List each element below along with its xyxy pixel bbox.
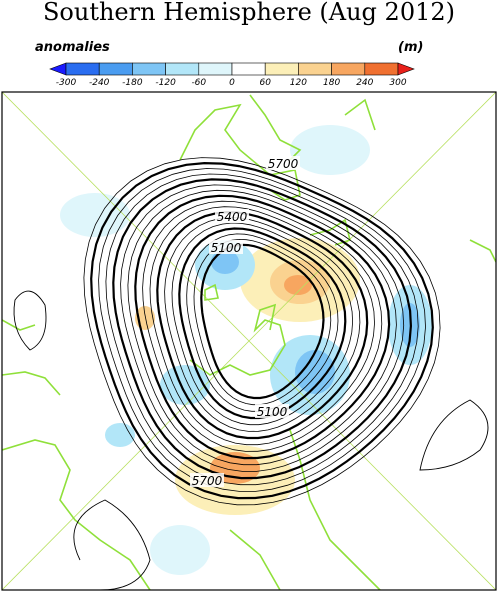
coastlines <box>2 94 496 590</box>
contour <box>112 178 413 480</box>
contour <box>200 243 325 400</box>
colorbar-tick-label: -60 <box>191 78 206 88</box>
colorbar-extend <box>49 62 67 76</box>
contour <box>134 194 391 460</box>
grid-diagonal <box>2 92 496 590</box>
contour-label-bg <box>190 473 224 487</box>
contour <box>193 238 332 406</box>
colorbar-segment <box>132 62 166 76</box>
colorbar-tick-label: 120 <box>290 78 307 88</box>
anomaly <box>160 365 210 405</box>
colorbar-segment <box>198 62 233 76</box>
colorbar-segment <box>298 62 332 76</box>
units: (m) <box>398 40 423 55</box>
coastline <box>189 303 286 376</box>
colorbar-tick-label: -120 <box>155 78 176 88</box>
contour-label-bg <box>266 156 300 170</box>
contour-label: 5700 <box>192 474 223 488</box>
coastline <box>204 283 219 301</box>
title: Southern Hemisphere (Aug 2012) <box>43 0 455 26</box>
map: 5700 5400 5100 5100 5700 <box>1 91 497 591</box>
colorbar-segment <box>65 62 100 76</box>
map-frame <box>1 91 497 591</box>
coastline <box>309 218 351 246</box>
contour-label: 5100 <box>211 241 242 255</box>
contour <box>120 184 405 472</box>
contour <box>171 222 354 426</box>
anomaly <box>60 193 130 237</box>
colorbar-tick-label: 60 <box>259 78 271 88</box>
coastline <box>2 319 36 331</box>
colorbar-segment <box>364 62 399 76</box>
colorbar-segment <box>165 62 200 76</box>
coastline <box>249 94 302 161</box>
contour <box>105 173 419 486</box>
colorbar-tick-label: -300 <box>56 78 77 88</box>
coastline <box>2 371 61 396</box>
contour <box>164 217 361 432</box>
coastline <box>289 429 381 590</box>
colorbar-segment <box>331 62 366 76</box>
contour <box>186 233 339 412</box>
anomaly <box>290 125 370 175</box>
contour <box>419 399 489 471</box>
legend-label: anomalies <box>35 40 110 55</box>
contour-label: 5100 <box>257 405 288 419</box>
colorbar-segment <box>231 62 266 76</box>
contour <box>127 189 397 466</box>
contour <box>98 168 426 492</box>
colorbar-segment <box>264 62 299 76</box>
contour-label-bg <box>209 240 243 254</box>
contour-label: 5400 <box>217 210 248 224</box>
colorbar: -300 -240 -180 -120 -60 0 60 120 180 240 300 <box>49 62 415 88</box>
colorbar-tick-label: 0 <box>229 78 235 88</box>
contour <box>73 499 151 590</box>
anomaly <box>150 525 210 575</box>
contours: 5700 5400 5100 5100 5700 <box>83 156 441 506</box>
colorbar-tick-label: 300 <box>389 78 406 88</box>
colorbar-tick-label: -180 <box>122 78 143 88</box>
contour <box>142 200 383 452</box>
coastline <box>469 239 496 263</box>
coastline <box>229 529 281 590</box>
coastline <box>179 103 301 201</box>
colorbar-extend <box>397 62 415 76</box>
colorbar-segment <box>98 62 133 76</box>
colorbar-tick-label: -240 <box>89 78 110 88</box>
contour <box>90 161 434 500</box>
contour-label: 5700 <box>268 157 299 171</box>
contour <box>83 157 441 506</box>
contour-label-bg <box>215 209 249 223</box>
anomaly <box>105 423 135 447</box>
contour <box>178 227 347 420</box>
colorbar-tick-label: 240 <box>356 78 373 88</box>
anomaly <box>284 275 312 295</box>
contour <box>149 206 375 446</box>
contour <box>13 290 47 351</box>
coastline <box>2 439 151 590</box>
anomaly <box>295 350 335 394</box>
contour <box>156 210 369 440</box>
contour-label-bg <box>255 404 289 418</box>
coastline <box>344 98 376 131</box>
colorbar-tick-label: 180 <box>323 78 340 88</box>
